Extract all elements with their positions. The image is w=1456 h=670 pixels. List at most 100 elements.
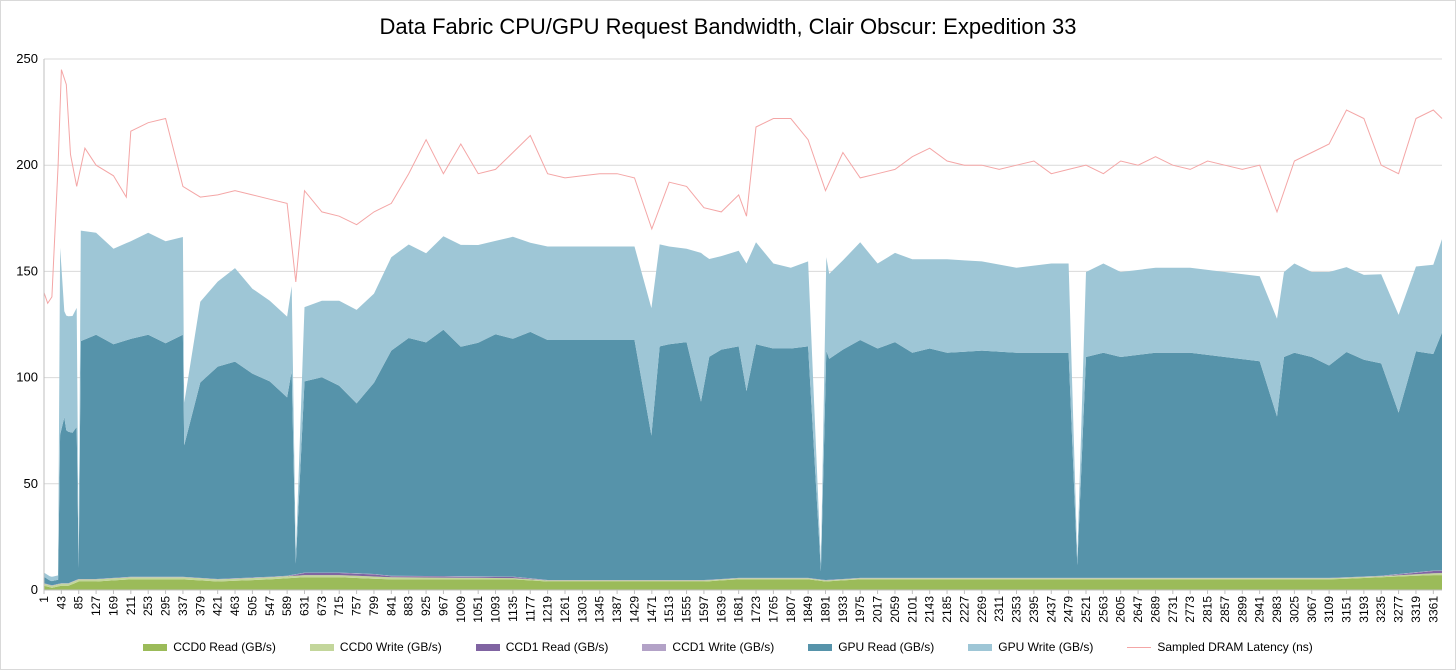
x-tick-label: 589 <box>280 596 294 616</box>
legend-label: CCD0 Write (GB/s) <box>339 640 442 654</box>
legend-swatch <box>309 643 334 651</box>
x-tick-label: 1933 <box>836 596 850 623</box>
y-tick-label: 100 <box>16 370 38 385</box>
x-tick-label: 1723 <box>749 596 763 623</box>
legend-item: CCD1 Read (GB/s) <box>475 640 609 654</box>
x-tick-label: 169 <box>107 596 121 616</box>
x-tick-label: 715 <box>332 596 346 616</box>
x-tick-label: 3067 <box>1305 596 1319 623</box>
axes <box>43 59 1442 591</box>
x-tick-label: 2437 <box>1044 596 1058 623</box>
x-tick-label: 2857 <box>1218 596 1232 623</box>
x-tick-label: 43 <box>54 596 68 610</box>
x-tick-label: 1597 <box>697 596 711 623</box>
x-tick-label: 3193 <box>1357 596 1371 623</box>
x-tick-label: 2689 <box>1149 596 1163 623</box>
x-tick-label: 1009 <box>454 596 468 623</box>
legend-label: CCD1 Read (GB/s) <box>505 640 609 654</box>
x-tick-label: 3319 <box>1409 596 1423 623</box>
x-tick-label: 3109 <box>1322 596 1336 623</box>
x-tick-label: 2059 <box>888 596 902 623</box>
legend-item: CCD1 Write (GB/s) <box>642 640 774 654</box>
legend-item: CCD0 Read (GB/s) <box>143 640 276 654</box>
x-tick-label: 253 <box>141 596 155 616</box>
area-gpu-read-gb-s- <box>44 329 1442 586</box>
x-tick-label: 2101 <box>905 596 919 623</box>
x-tick-label: 1555 <box>680 596 694 623</box>
y-tick-labels: 0 50 100 150 200 250 <box>16 51 38 597</box>
x-tick-label: 2941 <box>1253 596 1267 623</box>
x-tick-label: 85 <box>72 596 86 610</box>
x-tick-label: 2605 <box>1114 596 1128 623</box>
x-tick-label: 2353 <box>1010 596 1024 623</box>
legend-label: GPU Read (GB/s) <box>838 640 935 654</box>
x-tick-label: 379 <box>193 596 207 616</box>
legend-swatch <box>1127 646 1152 648</box>
x-tick-label: 673 <box>315 596 329 616</box>
x-tick-label: 799 <box>367 596 381 616</box>
x-tick-label: 3277 <box>1392 596 1406 623</box>
x-tick-label: 883 <box>402 596 416 616</box>
x-tick-label: 2815 <box>1201 596 1215 623</box>
x-tick-label: 337 <box>176 596 190 616</box>
x-tick-label: 1891 <box>819 596 833 623</box>
legend-label: Sampled DRAM Latency (ns) <box>1157 640 1313 654</box>
legend-label: CCD1 Write (GB/s) <box>672 640 775 654</box>
x-tick-label: 1093 <box>489 596 503 623</box>
stacked-areas <box>44 230 1442 590</box>
x-tick-labels: 1 43 85 127 169 211 253 295 337 379 421 463 505 547 58… <box>37 590 1440 623</box>
latency-line <box>43 69 1443 305</box>
area-ccd0-read-gb-s- <box>44 575 1442 590</box>
legend-swatch <box>642 643 667 651</box>
x-tick-label: 1135 <box>506 596 520 622</box>
x-tick-label: 2185 <box>940 596 954 623</box>
x-tick-label: 967 <box>436 596 450 616</box>
x-tick-label: 1681 <box>732 596 746 623</box>
legend-item: GPU Read (GB/s) <box>808 640 934 654</box>
x-tick-label: 1261 <box>558 596 572 623</box>
x-tick-label: 2143 <box>923 596 937 623</box>
x-tick-label: 2731 <box>1166 596 1180 623</box>
legend-label: GPU Write (GB/s) <box>998 640 1094 654</box>
x-tick-label: 2311 <box>992 596 1006 622</box>
x-tick-label: 1387 <box>610 596 624 623</box>
y-tick-label: 50 <box>24 476 38 491</box>
x-tick-label: 1177 <box>523 596 537 622</box>
x-tick-label: 463 <box>228 596 242 616</box>
x-tick-label: 631 <box>298 596 312 616</box>
x-tick-label: 3361 <box>1426 596 1440 623</box>
y-tick-label: 0 <box>31 582 38 597</box>
x-tick-label: 2479 <box>1062 596 1076 623</box>
x-tick-label: 3151 <box>1340 596 1354 623</box>
y-tick-label: 150 <box>16 263 38 278</box>
x-tick-label: 925 <box>419 596 433 616</box>
x-tick-label: 421 <box>211 596 225 616</box>
x-tick-label: 1807 <box>784 596 798 623</box>
x-tick-label: 2395 <box>1027 596 1041 623</box>
x-tick-label: 2017 <box>871 596 885 623</box>
legend-label: CCD0 Read (GB/s) <box>173 640 276 654</box>
legend-swatch <box>475 643 500 651</box>
x-tick-label: 2521 <box>1079 596 1093 623</box>
x-tick-label: 1 <box>37 596 51 603</box>
legend-item: Sampled DRAM Latency (ns) <box>1127 640 1313 654</box>
x-tick-label: 2773 <box>1183 596 1197 623</box>
legend-swatch <box>968 643 993 651</box>
area-gpu-write-gb-s- <box>44 230 1442 582</box>
x-tick-label: 2647 <box>1131 596 1145 623</box>
x-tick-label: 2983 <box>1270 596 1284 623</box>
y-tick-label: 250 <box>16 51 38 66</box>
x-tick-label: 2899 <box>1235 596 1249 623</box>
x-tick-label: 1765 <box>766 596 780 623</box>
x-tick-label: 1975 <box>853 596 867 623</box>
x-tick-label: 757 <box>350 596 364 616</box>
legend: CCD0 Read (GB/s) CCD0 Write (GB/s) CCD1 Re… <box>0 640 1456 654</box>
legend-item: GPU Write (GB/s) <box>968 640 1093 654</box>
chart-title: Data Fabric CPU/GPU Request Bandwidth, C… <box>379 14 1077 39</box>
x-tick-label: 1639 <box>714 596 728 623</box>
legend-swatch <box>808 643 833 651</box>
x-tick-label: 3025 <box>1287 596 1301 623</box>
x-tick-label: 127 <box>89 596 103 616</box>
x-tick-label: 1429 <box>628 596 642 623</box>
